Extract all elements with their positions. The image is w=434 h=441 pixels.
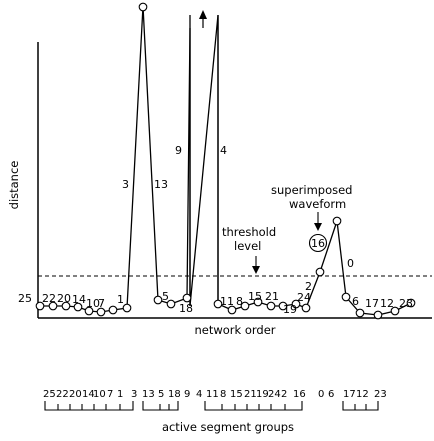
node-label: 8 <box>236 295 243 308</box>
superimposed-label-line2: waveform <box>289 197 346 211</box>
seq-label: 9 <box>184 389 190 400</box>
circled-node-label: 16 <box>311 237 325 250</box>
threshold-label-line1: threshold <box>222 225 276 239</box>
node-label: 11 <box>220 295 234 308</box>
node-label: 3 <box>122 178 129 191</box>
seq-label: 19 <box>256 389 269 400</box>
node-label: 18 <box>179 302 193 315</box>
node-label: 1 <box>117 293 124 306</box>
node-label: 4 <box>220 144 227 157</box>
node-label: 2 <box>305 280 312 293</box>
node-marker <box>291 299 301 309</box>
node-marker <box>332 216 342 226</box>
node-label: 23 <box>399 297 413 310</box>
node-marker <box>73 302 83 312</box>
seq-label: 15 <box>230 389 243 400</box>
node-marker <box>341 292 351 302</box>
node-marker <box>355 308 365 318</box>
node-label: 15 <box>248 290 262 303</box>
node-marker <box>61 301 71 311</box>
node-marker <box>84 306 94 316</box>
seq-label: 11 <box>206 389 219 400</box>
node-label: 24 <box>297 291 311 304</box>
seq-label: 13 <box>142 389 155 400</box>
node-label: 6 <box>352 295 359 308</box>
circled-node-ring <box>308 233 328 253</box>
bottom-caption: active segment groups <box>162 420 294 434</box>
node-marker <box>266 301 276 311</box>
seq-label: 4 <box>196 389 202 400</box>
node-marker <box>390 306 400 316</box>
seq-label: 17 <box>343 389 356 400</box>
y-axis-label: distance <box>7 161 21 210</box>
seq-label: 22 <box>56 389 69 400</box>
node-label: 17 <box>365 297 379 310</box>
node-markers <box>35 2 416 320</box>
node-marker <box>227 305 237 315</box>
seq-label: 23 <box>374 389 387 400</box>
node-label: 0 <box>347 257 354 270</box>
seq-label: 12 <box>356 389 369 400</box>
node-marker <box>240 301 250 311</box>
seq-label: 6 <box>328 389 334 400</box>
node-label: 19 <box>283 303 297 316</box>
node-marker <box>278 301 288 311</box>
node-label: 20 <box>57 292 71 305</box>
seq-label: 18 <box>168 389 181 400</box>
superimposed-label-line1: superimposed <box>271 183 352 197</box>
node-marker <box>96 307 106 317</box>
node-marker <box>301 303 311 313</box>
seq-label: 8 <box>220 389 226 400</box>
node-label: 9 <box>175 144 182 157</box>
node-label: 10 <box>86 297 100 310</box>
seq-label: 1 <box>117 389 123 400</box>
node-marker <box>122 303 132 313</box>
x-axis-label: network order <box>194 323 275 337</box>
seq-label: 10 <box>93 389 106 400</box>
threshold-label-line2: level <box>234 239 261 253</box>
seq-label: 14 <box>82 389 95 400</box>
seq-label: 7 <box>107 389 113 400</box>
node-label: 25 <box>18 292 32 305</box>
seq-label: 16 <box>293 389 306 400</box>
seq-label: 2 <box>281 389 287 400</box>
bracket <box>44 401 134 411</box>
seq-label: 0 <box>318 389 324 400</box>
node-label: 14 <box>72 293 86 306</box>
node-marker <box>315 267 325 277</box>
node-marker <box>138 2 148 12</box>
node-label: 22 <box>42 292 56 305</box>
node-marker <box>373 310 383 320</box>
seq-label: 25 <box>43 389 56 400</box>
node-label: 12 <box>380 297 394 310</box>
node-marker <box>35 301 45 311</box>
node-marker <box>406 298 416 308</box>
distance-waveform <box>40 5 412 316</box>
up-arrow-icon <box>199 10 207 19</box>
node-label: 21 <box>265 290 279 303</box>
bracket <box>342 401 379 411</box>
node-label: 5 <box>162 290 169 303</box>
seq-label: 5 <box>158 389 164 400</box>
node-marker <box>182 293 192 303</box>
seq-label: 24 <box>268 389 281 400</box>
down-arrow-icon <box>252 266 260 274</box>
seq-label: 21 <box>244 389 257 400</box>
node-marker <box>253 297 263 307</box>
node-marker <box>108 305 118 315</box>
node-marker <box>213 299 223 309</box>
node-label: 7 <box>98 297 105 310</box>
node-marker <box>153 295 163 305</box>
node-marker <box>48 301 58 311</box>
node-label: 13 <box>154 178 168 191</box>
segment-group-brackets <box>44 401 379 411</box>
seq-label: 20 <box>69 389 82 400</box>
seq-label: 3 <box>131 389 137 400</box>
node-marker <box>166 299 176 309</box>
bracket <box>204 401 303 411</box>
down-arrow-icon <box>314 223 322 231</box>
